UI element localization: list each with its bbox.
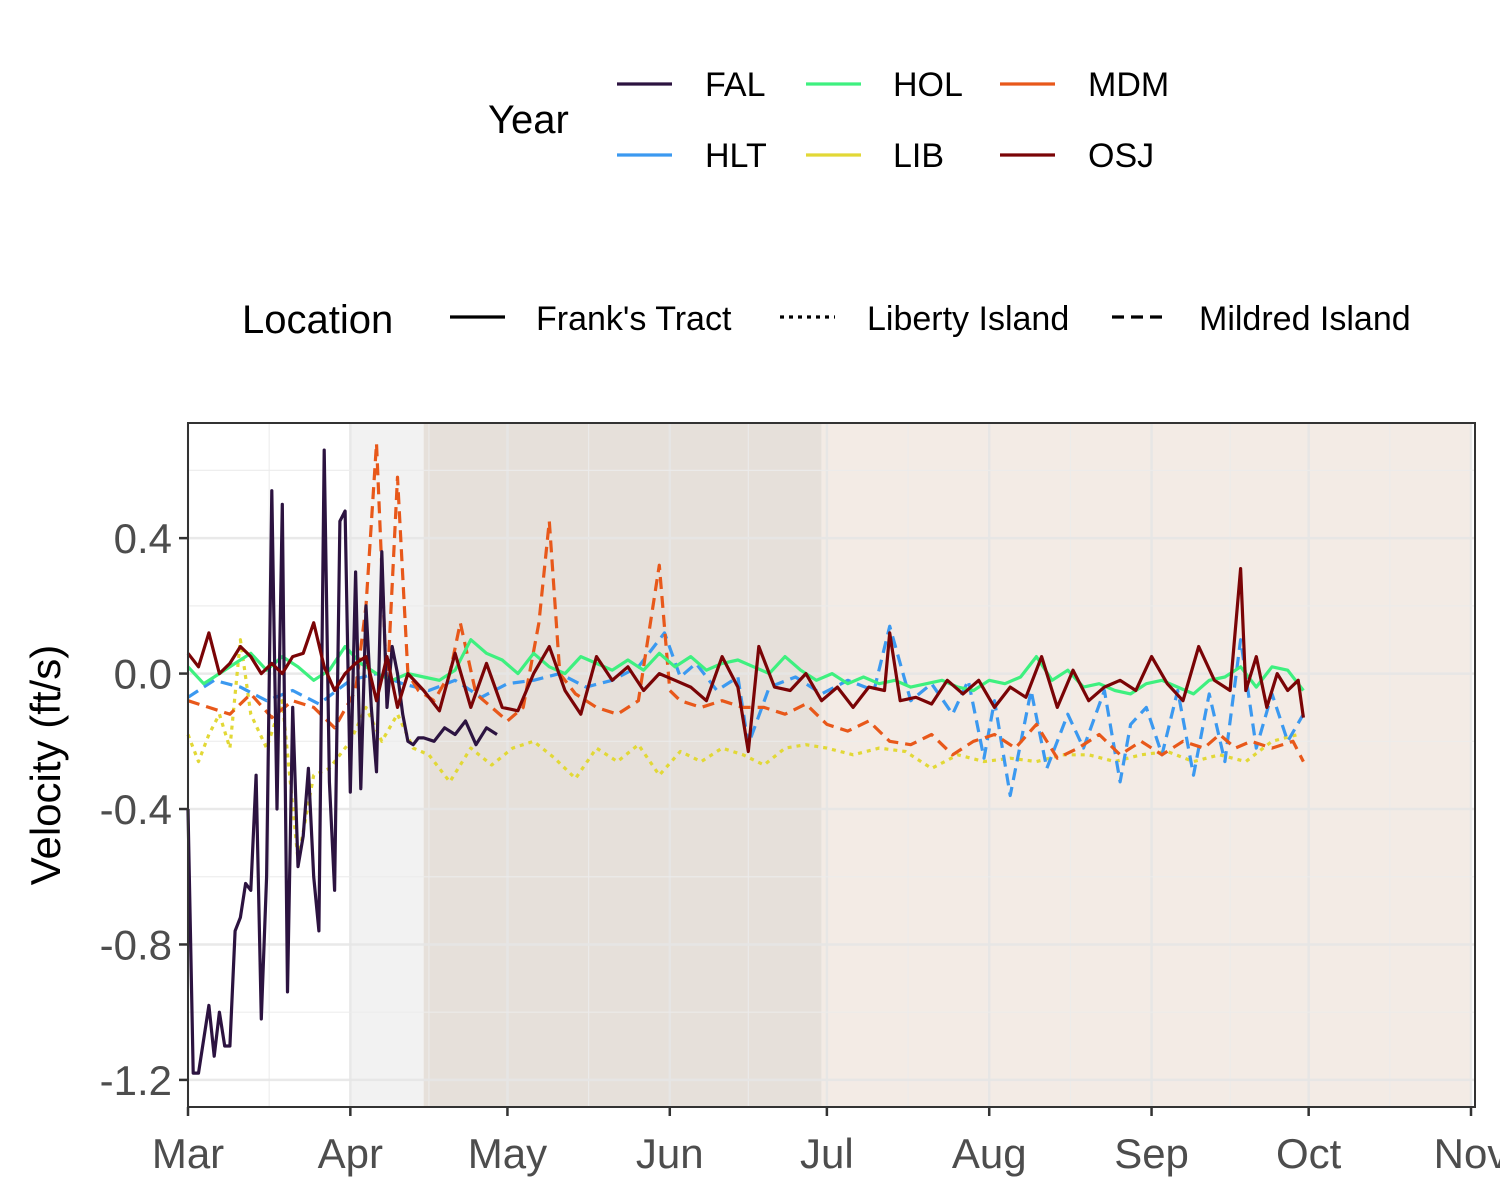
x-tick-label: Aug [952, 1130, 1027, 1177]
y-tick-label: -0.8 [100, 921, 172, 968]
panel-border [187, 422, 1476, 1108]
x-tick-label: Nov [1434, 1130, 1500, 1177]
y-tick-label: 0.4 [114, 515, 172, 562]
axes: Mar Apr May Jun Jul Aug Sep Oct Nov 0.4 0.0 -0.4 -0.… [100, 515, 1500, 1177]
legend-label-frank-s-tract: Frank's Tract [536, 300, 732, 338]
series-line-osj-frank-s-tract [186, 566, 1305, 754]
y-tick-label: -0.4 [100, 786, 172, 833]
x-tick-label: Apr [318, 1130, 383, 1177]
legend-label-mdm: MDM [1088, 66, 1169, 104]
series-lines [186, 441, 1305, 1075]
x-tick-label: May [468, 1130, 547, 1177]
x-tick-label: Jul [800, 1130, 854, 1177]
series-line-mdm-mildred-island [187, 441, 1305, 763]
series-line-hol-frank-s-tract [186, 638, 1305, 696]
legend-label-mildred-island: Mildred Island [1199, 300, 1411, 338]
legend-title-location: Location [242, 298, 393, 342]
series-line-fal-frank-s-tract [186, 448, 498, 1075]
period-band-3 [821, 423, 1471, 1107]
legend-label-fal: FAL [705, 66, 765, 104]
x-tick-label: Mar [152, 1130, 224, 1177]
legend: Year FAL HOL MDM HLT LIB OSJ Location Frank's Tr… [242, 66, 1411, 342]
legend-label-hlt: HLT [705, 137, 767, 175]
legend-label-hol: HOL [893, 66, 963, 104]
legend-label-liberty-island: Liberty Island [867, 300, 1069, 338]
legend-label-osj: OSJ [1088, 137, 1154, 175]
y-tick-label: 0.0 [114, 651, 172, 698]
legend-title-year: Year [488, 98, 569, 142]
x-tick-label: Jun [636, 1130, 704, 1177]
y-axis-title: Velocity (ft/s) [22, 645, 69, 885]
period-band-2 [423, 423, 822, 1107]
x-tick-label: Sep [1114, 1130, 1189, 1177]
x-tick-label: Oct [1276, 1130, 1342, 1177]
y-tick-label: -1.2 [100, 1057, 172, 1104]
legend-label-lib: LIB [893, 137, 944, 175]
